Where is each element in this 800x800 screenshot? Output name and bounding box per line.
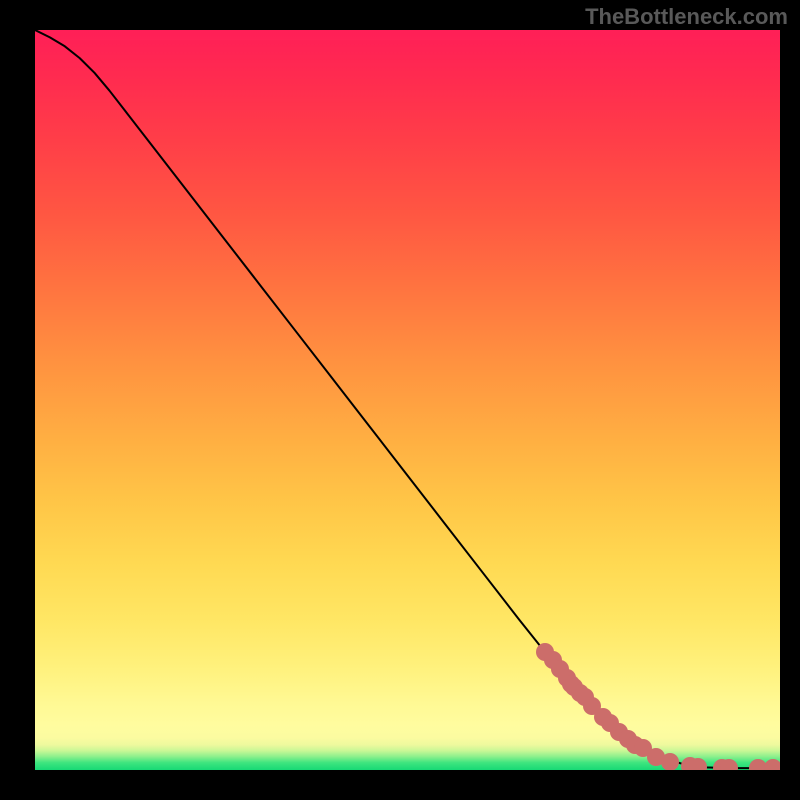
marker-layer [35, 30, 780, 770]
chart-stage: TheBottleneck.com [0, 0, 800, 800]
data-point-marker [661, 753, 679, 770]
plot-area [35, 30, 780, 770]
watermark-text: TheBottleneck.com [585, 4, 788, 30]
data-point-marker [720, 759, 738, 770]
data-point-marker [689, 758, 707, 770]
data-point-marker [764, 759, 780, 770]
